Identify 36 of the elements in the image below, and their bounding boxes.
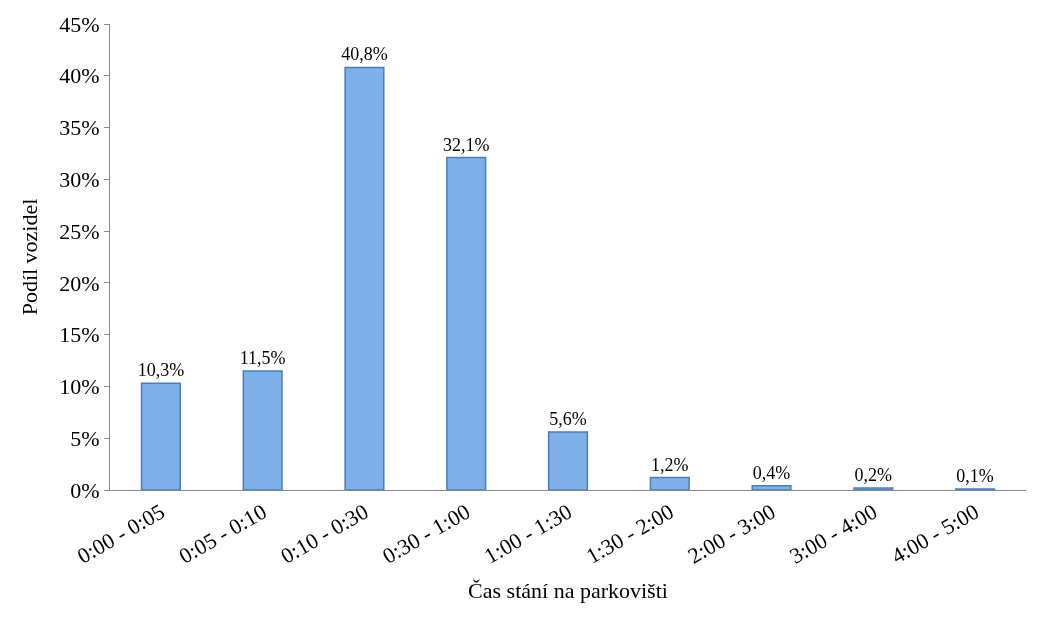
y-tick-label: 35% (59, 115, 100, 141)
data-label: 32,1% (442, 134, 490, 155)
bar (242, 370, 283, 490)
y-tick-label: 5% (70, 425, 100, 451)
data-label: 11,5% (239, 347, 286, 368)
bar (853, 487, 894, 490)
y-tick-label: 15% (59, 322, 100, 348)
bar (547, 431, 589, 490)
x-axis-title: Čas stání na parkovišti (468, 578, 668, 604)
x-tick-label: 1:00 - 1:30 (479, 498, 576, 569)
x-tick-label: 1:30 - 2:00 (581, 498, 678, 569)
y-tick-label: 25% (59, 218, 100, 244)
bar (649, 476, 690, 490)
y-tick-label: 10% (59, 374, 100, 400)
x-tick-label: 3:00 - 4:00 (785, 498, 882, 569)
y-tick-label: 30% (59, 167, 100, 193)
data-label: 0,1% (956, 465, 994, 486)
y-tick-label: 20% (59, 270, 100, 296)
data-label: 5,6% (549, 409, 587, 430)
bar (140, 382, 181, 490)
data-label: 0,4% (752, 462, 791, 483)
y-tick-label: 40% (59, 63, 100, 89)
y-tick-label: 45% (59, 11, 100, 37)
y-axis-title: Podíl vozidel (17, 198, 43, 316)
data-label: 1,2% (651, 454, 689, 475)
data-label: 40,8% (341, 44, 388, 65)
x-tick-label: 2:00 - 3:00 (683, 498, 780, 569)
bar (751, 485, 792, 490)
x-tick-label: 0:10 - 0:30 (276, 498, 373, 569)
data-label: 10,3% (137, 360, 185, 381)
data-label: 0,2% (854, 464, 893, 485)
x-tick-label: 0:05 - 0:10 (174, 498, 271, 569)
x-tick-label: 0:30 - 1:00 (378, 498, 475, 569)
x-tick-label: 4:00 - 5:00 (886, 498, 984, 569)
bar (344, 66, 385, 490)
bar (446, 156, 487, 490)
